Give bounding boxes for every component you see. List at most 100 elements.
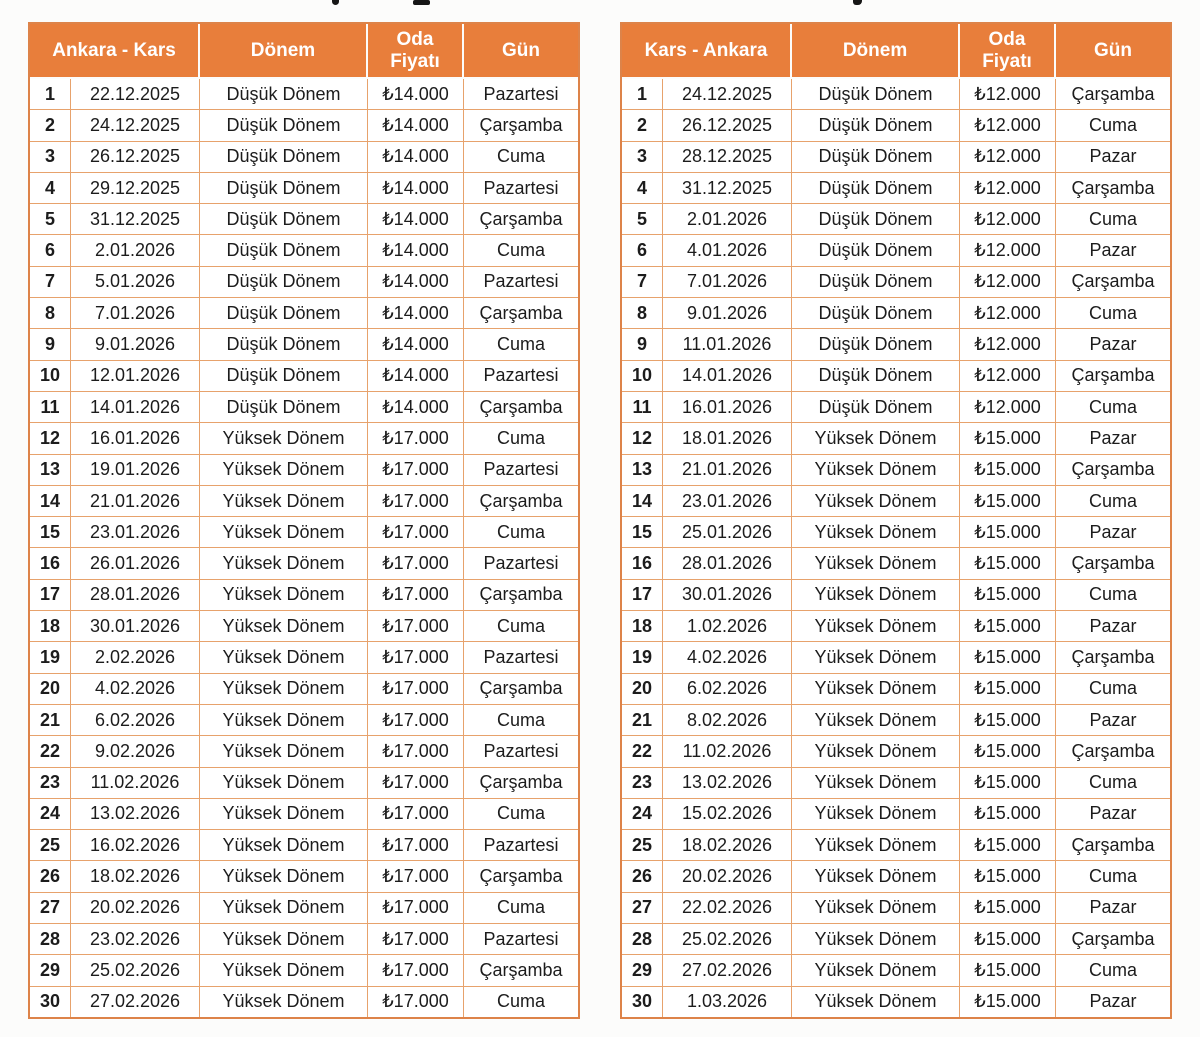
cell-day: Çarşamba [464,861,578,893]
cell-day: Cuma [464,235,578,267]
cell-room-price: ₺15.000 [960,454,1057,486]
cell-period: Yüksek Dönem [792,423,961,455]
cell-day: Cuma [1056,204,1171,236]
cell-date: 1.02.2026 [663,611,793,643]
cell-date: 26.12.2025 [663,110,793,142]
row-number: 21 [622,704,663,737]
row-number: 20 [30,673,71,705]
cell-day: Çarşamba [464,579,578,612]
row-number: 24 [30,798,71,831]
cell-room-price: ₺12.000 [960,266,1057,299]
cell-period: Yüksek Dönem [792,892,961,925]
column-header-room-price: Oda Fiyatı [368,24,464,79]
table-row: 30 1.03.2026 Yüksek Dönem ₺15.000 Pazar [622,986,1171,1017]
cell-room-price: ₺17.000 [368,830,464,862]
table-row: 14 21.01.2026 Yüksek Dönem ₺17.000 Çarşamba [30,485,578,518]
cell-day: Çarşamba [464,485,578,518]
header-row: Ankara - Kars Dönem Oda Fiyatı Gün [30,24,578,79]
row-number: 4 [622,172,663,205]
cell-room-price: ₺15.000 [960,798,1057,831]
row-number: 5 [622,204,663,236]
cell-date: 13.02.2026 [71,798,200,831]
table-row: 28 23.02.2026 Yüksek Dönem ₺17.000 Pazartesi [30,924,578,956]
cell-day: Pazar [1056,235,1171,267]
cell-room-price: ₺17.000 [368,485,464,518]
cell-period: Yüksek Dönem [792,830,961,862]
table-row: 24 15.02.2026 Yüksek Dönem ₺15.000 Pazar [622,798,1171,831]
cell-date: 16.01.2026 [663,391,793,424]
cell-room-price: ₺15.000 [960,642,1057,674]
cell-date: 29.12.2025 [71,172,200,205]
cell-day: Cuma [1056,767,1171,799]
row-number: 26 [30,861,71,893]
column-header-period: Dönem [792,24,961,79]
cell-period: Düşük Dönem [200,204,368,236]
cell-day: Çarşamba [464,110,578,142]
table-row: 8 7.01.2026 Düşük Dönem ₺14.000 Çarşamba [30,298,578,330]
cell-day: Cuma [1056,673,1171,705]
row-number: 27 [622,892,663,925]
row-number: 20 [622,673,663,705]
cell-period: Düşük Dönem [792,266,961,299]
cell-day: Pazar [1056,611,1171,643]
cell-period: Düşük Dönem [792,141,961,173]
row-number: 29 [622,955,663,987]
cell-date: 30.01.2026 [663,579,793,612]
cell-date: 23.01.2026 [71,517,200,549]
cell-room-price: ₺15.000 [960,579,1057,612]
table-row: 15 25.01.2026 Yüksek Dönem ₺15.000 Pazar [622,517,1171,549]
table-row: 5 2.01.2026 Düşük Dönem ₺12.000 Cuma [622,204,1171,236]
cell-room-price: ₺15.000 [960,548,1057,580]
cell-day: Pazar [1056,798,1171,831]
cell-period: Yüksek Dönem [792,517,961,549]
table-row: 2 26.12.2025 Düşük Dönem ₺12.000 Cuma [622,110,1171,142]
cell-day: Pazartesi [464,266,578,299]
cell-room-price: ₺15.000 [960,485,1057,518]
cell-period: Düşük Dönem [792,391,961,424]
cell-date: 2.01.2026 [71,235,200,267]
cell-day: Çarşamba [1056,172,1171,205]
cell-room-price: ₺12.000 [960,329,1057,361]
cell-date: 9.01.2026 [663,298,793,330]
cell-date: 4.02.2026 [663,642,793,674]
table-row: 23 11.02.2026 Yüksek Dönem ₺17.000 Çarşamba [30,767,578,799]
column-header-room-price: Oda Fiyatı [960,24,1057,79]
row-number: 25 [622,830,663,862]
cell-date: 21.01.2026 [71,485,200,518]
cell-room-price: ₺15.000 [960,767,1057,799]
cell-period: Yüksek Dönem [200,892,368,925]
cell-period: Düşük Dönem [792,298,961,330]
cell-date: 24.12.2025 [71,110,200,142]
cell-period: Düşük Dönem [200,266,368,299]
row-number: 1 [622,79,663,111]
cell-day: Cuma [464,423,578,455]
row-number: 15 [622,517,663,549]
cell-date: 7.01.2026 [71,298,200,330]
cell-day: Cuma [1056,391,1171,424]
cropped-title-fragment [332,0,339,5]
cell-period: Yüksek Dönem [200,924,368,956]
cell-date: 30.01.2026 [71,611,200,643]
cell-day: Pazartesi [464,924,578,956]
row-number: 18 [622,611,663,643]
cell-period: Düşük Dönem [792,110,961,142]
row-number: 23 [30,767,71,799]
table-row: 10 14.01.2026 Düşük Dönem ₺12.000 Çarşamba [622,360,1171,392]
cell-room-price: ₺17.000 [368,955,464,987]
table-row: 19 2.02.2026 Yüksek Dönem ₺17.000 Pazartesi [30,642,578,674]
cell-period: Yüksek Dönem [792,767,961,799]
cell-room-price: ₺17.000 [368,517,464,549]
cell-day: Pazartesi [464,172,578,205]
cell-room-price: ₺15.000 [960,517,1057,549]
table-row: 18 30.01.2026 Yüksek Dönem ₺17.000 Cuma [30,611,578,643]
table-row: 11 14.01.2026 Düşük Dönem ₺14.000 Çarşamba [30,391,578,424]
cell-date: 24.12.2025 [663,79,793,111]
cell-room-price: ₺17.000 [368,423,464,455]
table-row: 13 19.01.2026 Yüksek Dönem ₺17.000 Pazartesi [30,454,578,486]
cell-period: Düşük Dönem [792,204,961,236]
cell-period: Yüksek Dönem [200,798,368,831]
row-number: 10 [30,360,71,392]
cell-day: Cuma [464,704,578,737]
cell-date: 18.02.2026 [663,830,793,862]
table-row: 29 25.02.2026 Yüksek Dönem ₺17.000 Çarşamba [30,955,578,987]
